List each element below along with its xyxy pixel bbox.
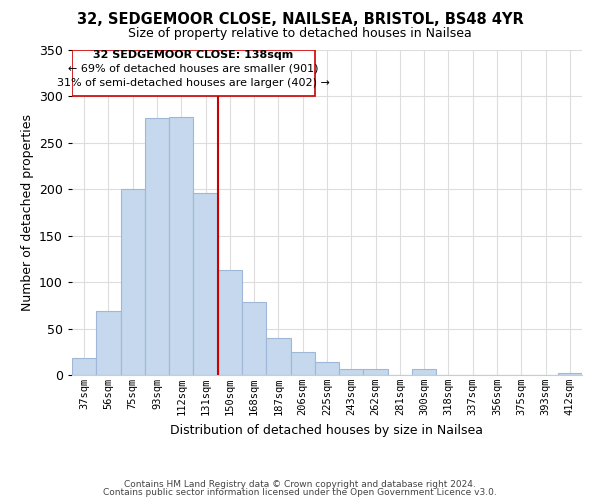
Bar [315,362,339,375]
Text: 32, SEDGEMOOR CLOSE, NAILSEA, BRISTOL, BS48 4YR: 32, SEDGEMOOR CLOSE, NAILSEA, BRISTOL, B… [77,12,523,28]
Bar [412,370,436,375]
Text: 32 SEDGEMOOR CLOSE: 138sqm: 32 SEDGEMOOR CLOSE: 138sqm [94,50,293,60]
Text: ← 69% of detached houses are smaller (901): ← 69% of detached houses are smaller (90… [68,64,319,74]
Text: Size of property relative to detached houses in Nailsea: Size of property relative to detached ho… [128,28,472,40]
Bar [339,368,364,375]
Bar [121,190,145,375]
Bar [193,193,218,375]
X-axis label: Distribution of detached houses by size in Nailsea: Distribution of detached houses by size … [170,424,484,436]
Y-axis label: Number of detached properties: Number of detached properties [20,114,34,311]
Bar [169,117,193,375]
Bar [218,270,242,375]
Text: Contains public sector information licensed under the Open Government Licence v3: Contains public sector information licen… [103,488,497,497]
Bar [242,302,266,375]
Bar [290,352,315,375]
Bar [72,358,96,375]
Bar [364,368,388,375]
Text: 31% of semi-detached houses are larger (402) →: 31% of semi-detached houses are larger (… [57,78,330,88]
Text: Contains HM Land Registry data © Crown copyright and database right 2024.: Contains HM Land Registry data © Crown c… [124,480,476,489]
Bar [145,118,169,375]
Bar [558,373,582,375]
Bar [266,338,290,375]
FancyBboxPatch shape [72,50,315,96]
Bar [96,311,121,375]
